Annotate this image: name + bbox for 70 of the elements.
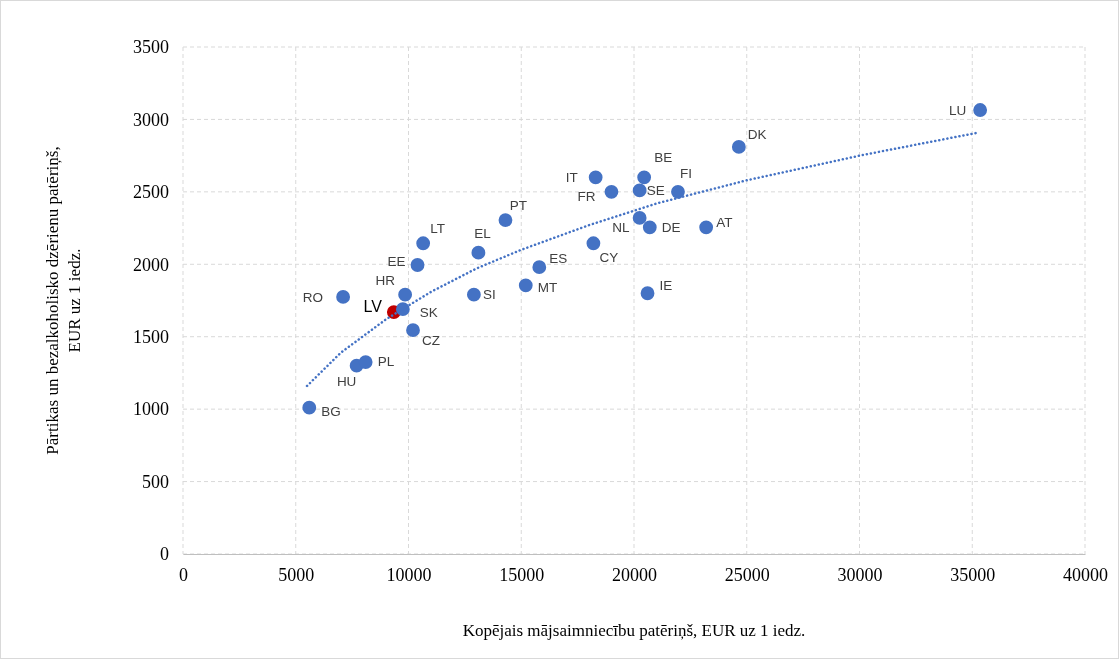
point	[632, 183, 647, 198]
annotation: CZ	[422, 332, 441, 348]
x-tick-label: 30000	[837, 564, 883, 585]
annotation: LU	[948, 102, 967, 118]
x-tick-label: 40000	[1063, 564, 1108, 585]
point	[640, 286, 655, 301]
point	[532, 260, 547, 275]
point	[632, 211, 647, 225]
x-tick-label: 20000	[612, 564, 657, 585]
annotation: DK	[747, 126, 767, 142]
point	[302, 400, 317, 415]
point	[471, 245, 486, 260]
annotation: IE	[659, 277, 673, 293]
x-tick-label: 25000	[724, 564, 770, 585]
x-axis-title: Kopējais mājsaimniecību patēriņš, EUR uz 1 iedz.	[462, 621, 806, 640]
point	[358, 355, 373, 369]
y-tick-label: 1000	[133, 399, 169, 420]
annotation: BG	[321, 404, 341, 420]
annotation: FR	[577, 188, 596, 204]
annotation: SI	[482, 287, 496, 303]
y-axis-title: Pārtikas un bezalkoholisko dzērienu patēriņš, EUR uz 1 iedz.	[43, 146, 84, 455]
annotation: PT	[509, 197, 528, 213]
annotation: CY	[599, 250, 619, 266]
annotation: EE	[387, 253, 406, 269]
point	[518, 278, 533, 293]
annotation: HR	[375, 273, 396, 289]
y-tick-label: 1500	[133, 326, 169, 347]
y-tick-label: 3500	[133, 37, 169, 58]
point	[410, 258, 425, 272]
point	[406, 323, 420, 338]
annotation: ES	[549, 250, 568, 266]
annotation: PL	[377, 353, 395, 369]
annotation: FI	[679, 165, 692, 181]
point	[699, 220, 714, 235]
y-tick-label: 2500	[133, 182, 169, 203]
point	[336, 289, 351, 304]
point	[604, 184, 619, 199]
x-tick-label: 5000	[278, 564, 315, 585]
y-tick-label: 2000	[133, 254, 169, 275]
annotation: LV	[363, 297, 383, 315]
point	[398, 287, 413, 302]
point	[642, 220, 657, 235]
annotation: SK	[419, 304, 438, 320]
annotation: DE	[661, 220, 681, 236]
x-tick-label: 0	[179, 564, 188, 585]
point	[416, 236, 431, 251]
x-tick-label: 10000	[386, 564, 432, 585]
annotation: RO	[302, 289, 324, 305]
annotation: IT	[565, 170, 578, 186]
annotation: LT	[430, 221, 445, 237]
annotation: MT	[537, 280, 558, 296]
point	[498, 213, 513, 227]
annotation: EL	[474, 226, 492, 242]
annotation: NL	[612, 219, 631, 235]
y-tick-label: 500	[142, 471, 169, 492]
point	[588, 170, 603, 185]
point	[731, 140, 746, 154]
annotation: AT	[716, 215, 733, 231]
annotation: BE	[654, 150, 673, 166]
y-tick-label: 0	[160, 544, 169, 565]
point	[586, 236, 601, 251]
annotation: HU	[336, 374, 357, 390]
point	[637, 170, 652, 185]
x-tick-label: 15000	[499, 564, 545, 585]
point	[671, 184, 685, 199]
y-tick-label: 3000	[133, 109, 169, 130]
annotation: SE	[646, 183, 665, 199]
point	[973, 103, 988, 117]
x-tick-label: 35000	[950, 564, 996, 585]
point	[466, 287, 481, 302]
